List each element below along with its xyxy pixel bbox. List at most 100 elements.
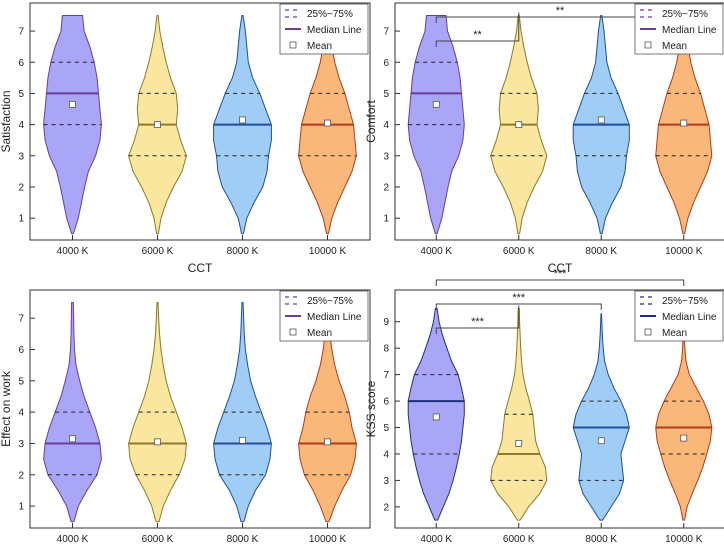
y-tick-label: 1 [18,214,24,225]
x-tick-label: 8000 K [227,246,259,257]
significance-bracket [435,279,685,286]
x-tick-label: 6000 K [142,246,174,257]
legend-label: 25%~75% [662,296,708,307]
mean-marker [680,434,688,442]
legend-label: Mean [307,328,332,339]
x-axis-label: CCT [188,261,213,275]
plot-frame [29,289,371,529]
legend-label: Mean [662,328,687,339]
mean-marker [680,119,688,127]
x-tick-label: 4000 K [420,246,452,257]
mean-marker [515,439,523,447]
y-tick-label: 4 [383,120,389,131]
x-tick-label: 10000 K [665,246,703,257]
legend: 25%~75% Median Line Mean [279,290,369,342]
chart-comfort: 1 2 3 4 5 6 7 Comfort CCT 4000 K 6000 K 8000 K 10000… [364,2,724,275]
y-tick-label: 7 [383,370,389,381]
y-tick-label: 3 [383,151,389,162]
y-tick-label: 9 [383,317,389,328]
x-tick-label: 10000 K [309,246,347,257]
significance-label: *** [554,268,568,280]
mean-marker [69,100,76,108]
mean-marker [597,116,605,124]
y-tick-label: 8 [383,344,389,355]
legend-mean-icon [644,41,652,49]
y-tick-label: 4 [18,408,24,419]
mean-marker [324,119,331,127]
x-axis-label: CCT [548,261,573,275]
legend-label: 25%~75% [662,9,708,20]
legend-label: Median Line [307,312,362,323]
y-tick-label: 2 [383,502,389,513]
y-tick-label: 3 [383,476,389,487]
plot-frame [394,2,724,241]
legend-label: Mean [662,41,687,52]
mean-marker [432,413,440,421]
legend-label: Median Line [662,312,717,323]
x-tick-label: 4000 K [57,534,89,545]
y-tick-label: 4 [383,449,389,460]
y-tick-label: 6 [18,58,24,69]
y-tick-label: 4 [18,120,24,131]
significance-bracket [435,12,520,47]
legend-label: 25%~75% [307,296,353,307]
y-axis-label: Comfort [364,100,378,143]
violin-4000k [43,14,102,235]
y-tick-label: 2 [383,182,389,193]
legend: 25%~75% Median Line Mean [279,3,369,55]
significance-bracket [435,305,520,334]
chart-kss: 2 3 4 5 6 7 8 9 KSS score CCT 4000 K 6000 K 8000 K 10… [364,268,724,551]
y-tick-label: 5 [383,423,389,434]
violin-8000k [572,313,630,521]
chart-effect-on-work: 1 2 3 4 5 6 7 Effect on work CCT 4000 K 6000 K 8000… [0,289,371,551]
significance-label: ** [556,5,565,17]
y-tick-label: 7 [383,27,389,38]
plot-frame [394,289,724,529]
y-axis-label: Satisfaction [0,90,13,152]
x-tick-label: 10000 K [309,534,347,545]
y-tick-label: 7 [18,314,24,325]
mean-marker [154,121,161,129]
legend: 25%~75% Median Line Mean [634,3,724,55]
chart-satisfaction: 1 2 3 4 5 6 7 Satisfaction CCT 4000 K 6000 K 8000 K… [0,2,371,275]
y-tick-label: 3 [18,151,24,162]
significance-label: ** [473,29,482,41]
mean-marker [154,438,161,446]
x-tick-label: 8000 K [585,534,617,545]
mean-marker [239,436,246,444]
y-tick-label: 6 [383,397,389,408]
violin-10000k [655,326,713,521]
significance-label: *** [512,292,526,304]
x-axis-label: CCT [548,549,573,551]
x-tick-label: 8000 K [585,246,617,257]
y-tick-label: 6 [383,58,389,69]
x-axis-label: CCT [188,549,213,551]
y-tick-label: 5 [18,376,24,387]
legend-label: Mean [307,41,332,52]
violin-6000k [490,308,548,521]
x-tick-label: 8000 K [227,534,259,545]
legend-label: 25%~75% [307,9,353,20]
y-tick-label: 6 [18,345,24,356]
mean-marker [69,435,76,443]
x-tick-label: 4000 K [420,534,452,545]
legend-mean-icon [289,328,297,336]
violin-4000k [407,14,465,235]
mean-marker [515,121,523,129]
plot-frame [29,2,371,241]
y-tick-label: 2 [18,182,24,193]
legend-mean-icon [644,328,652,336]
mean-marker [597,437,605,445]
y-tick-label: 5 [18,89,24,100]
legend-label: Median Line [662,25,717,36]
x-tick-label: 6000 K [142,534,174,545]
significance-bracket [435,303,602,310]
y-axis-label: KSS score [364,380,378,437]
y-tick-label: 1 [18,502,24,513]
mean-marker [239,116,246,124]
legend: 25%~75% Median Line Mean [634,290,724,342]
y-tick-label: 5 [383,89,389,100]
y-tick-label: 2 [18,470,24,481]
mean-marker [432,100,440,108]
legend-mean-icon [289,41,297,49]
